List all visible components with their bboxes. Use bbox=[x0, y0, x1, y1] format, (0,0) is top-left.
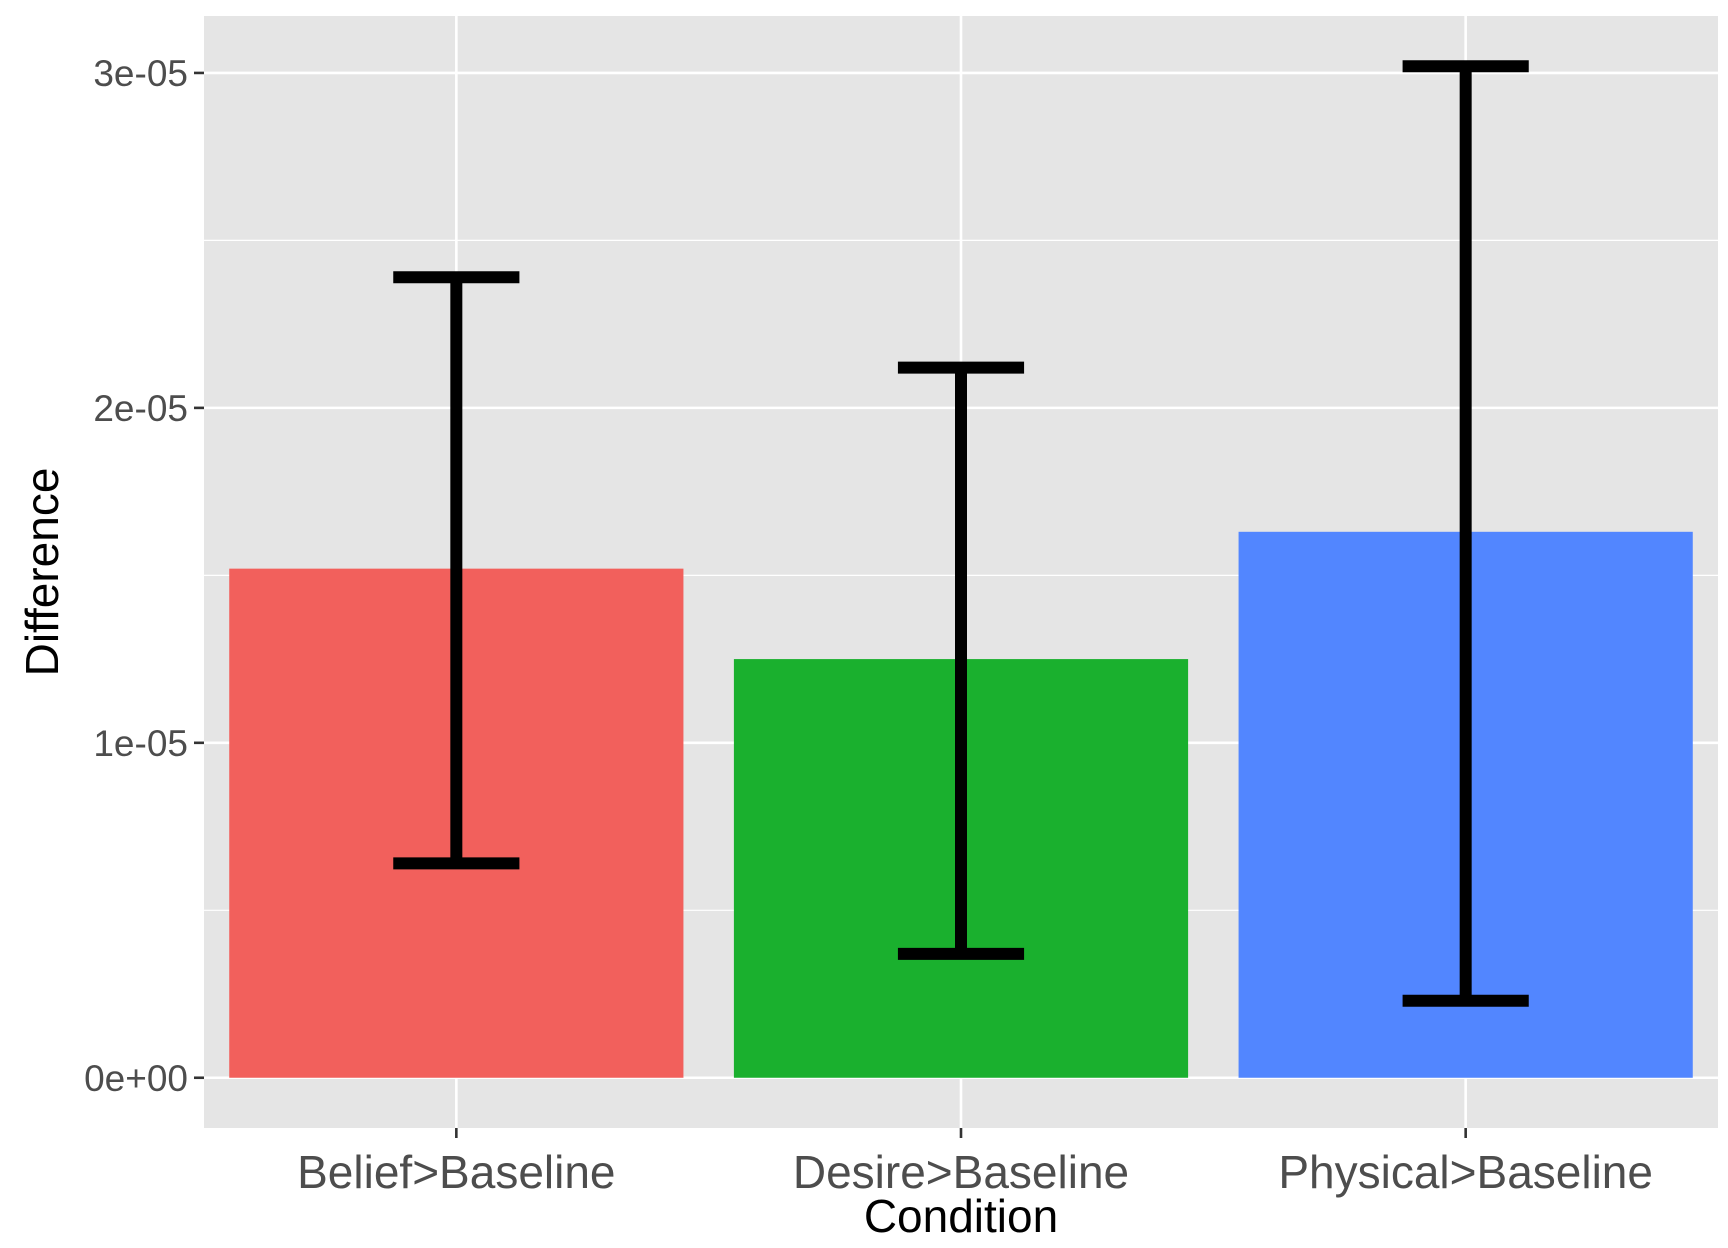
y-tick-label: 1e-05 bbox=[93, 723, 188, 764]
x-tick-label: Belief>Baseline bbox=[297, 1146, 615, 1198]
x-axis-title: Condition bbox=[864, 1190, 1058, 1242]
y-tick-label: 2e-05 bbox=[93, 388, 188, 429]
x-tick-label: Physical>Baseline bbox=[1278, 1146, 1653, 1198]
x-axis: Belief>Baseline Desire>Baseline Physical>B… bbox=[297, 1128, 1653, 1198]
y-tick-label: 3e-05 bbox=[93, 53, 188, 94]
x-tick-label: Desire>Baseline bbox=[793, 1146, 1129, 1198]
y-tick-label: 0e+00 bbox=[84, 1058, 188, 1099]
error-bars bbox=[393, 60, 1529, 1007]
y-axis: 0e+00 1e-05 2e-05 3e-05 bbox=[84, 53, 204, 1099]
y-axis-title: Difference bbox=[16, 468, 68, 677]
